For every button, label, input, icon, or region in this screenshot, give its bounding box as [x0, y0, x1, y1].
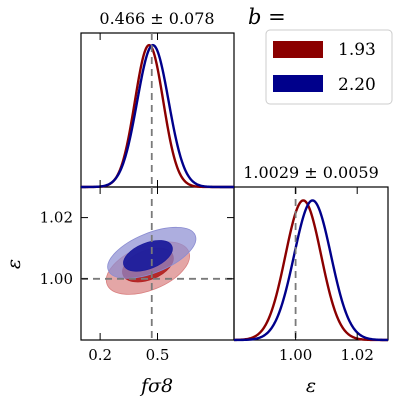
- fsigma8-marginal-panel: [80, 32, 235, 188]
- epsilon-x-tick-label: 1.00: [279, 346, 312, 364]
- fsigma8-marginal-curves: [81, 43, 234, 189]
- legend: 1.93 2.20: [265, 29, 393, 105]
- epsilon-y-tick-label: 1.00: [40, 270, 73, 288]
- epsilon-axis-label: ε: [306, 375, 316, 397]
- reference-lines: [81, 33, 297, 340]
- fsigma8-axis-label: fσ8: [139, 375, 173, 397]
- epsilon-curve-2-20: [234, 199, 389, 342]
- legend-swatch-1-93: [273, 41, 323, 58]
- legend-label-1-93: 1.93: [338, 40, 376, 60]
- epsilon-x-tick-label: 1.02: [340, 346, 373, 364]
- epsilon-marginal-curves: [233, 199, 389, 342]
- epsilon-marginal-title: 1.0029 ± 0.0059: [243, 163, 379, 182]
- fsigma8-curve-2-20: [81, 43, 234, 189]
- fsigma8-tick-label: 0.2: [88, 346, 112, 364]
- fsigma8-marginal-title: 0.466 ± 0.078: [99, 9, 214, 28]
- epsilon-y-axis-label: ε: [3, 259, 25, 269]
- joint-contours: [105, 226, 197, 295]
- fsigma8-tick-label: 0.5: [146, 346, 170, 364]
- legend-swatch-2-20: [273, 75, 323, 92]
- legend-title: b =: [248, 5, 286, 29]
- legend-label-2-20: 2.20: [338, 75, 376, 95]
- epsilon-marginal-panel: [233, 186, 389, 341]
- fsigma8-curve-1-93: [81, 43, 234, 189]
- epsilon-y-tick-label: 1.02: [40, 209, 73, 227]
- contour-2-20-1sigma: [123, 240, 173, 272]
- axis-ticks: 0.2 0.5 1.00 1.02 1.00 1.02: [40, 33, 374, 364]
- epsilon-curve-1-93: [233, 199, 388, 342]
